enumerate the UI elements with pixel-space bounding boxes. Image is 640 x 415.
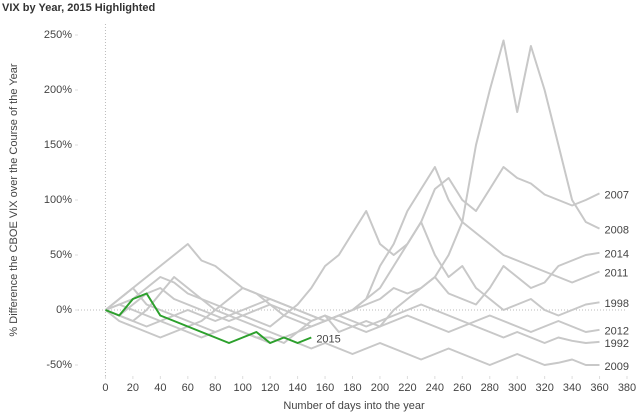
- series-line: [105, 303, 600, 344]
- series-label: 2009: [605, 361, 629, 373]
- x-tick-label: 160: [316, 382, 334, 394]
- x-tick-label: 40: [154, 382, 166, 394]
- x-tick-label: 180: [343, 382, 361, 394]
- series-line: [105, 166, 600, 328]
- x-tick-label: 300: [508, 382, 526, 394]
- x-tick-label: 360: [590, 382, 608, 394]
- y-tick-label: 200%: [44, 84, 72, 96]
- x-tick-label: 60: [182, 382, 194, 394]
- x-tick-label: 380: [618, 382, 636, 394]
- x-tick-label: 120: [261, 382, 279, 394]
- y-tick-label: 250%: [44, 29, 72, 41]
- series-label: 1998: [605, 298, 629, 310]
- series-label: 1992: [605, 338, 629, 350]
- x-tick-label: 80: [209, 382, 221, 394]
- series-label: 2014: [605, 249, 629, 261]
- series-label: 2012: [605, 326, 629, 338]
- chart-title: VIX by Year, 2015 Highlighted: [2, 2, 155, 14]
- series-label: 2011: [605, 267, 629, 279]
- x-tick-label: 220: [398, 382, 416, 394]
- x-tick-label: 260: [453, 382, 471, 394]
- x-tick-label: 100: [234, 382, 252, 394]
- x-tick-label: 340: [563, 382, 581, 394]
- y-tick-label: 100%: [44, 194, 72, 206]
- x-tick-label: 320: [535, 382, 553, 394]
- series-label: 2008: [605, 225, 629, 237]
- x-axis-label: Number of days into the year: [283, 400, 425, 412]
- series-line: [105, 221, 600, 328]
- y-tick-label: 50%: [50, 249, 72, 261]
- x-tick-label: 240: [426, 382, 444, 394]
- y-tick-label: 0%: [56, 304, 72, 316]
- series-label: 2007: [605, 189, 629, 201]
- y-tick-label: -50%: [46, 359, 72, 371]
- y-axis-label: % Difference the CBOE VIX over the Cours…: [8, 63, 20, 336]
- series-label: 2015: [316, 333, 340, 345]
- x-tick-label: 280: [481, 382, 499, 394]
- y-tick-label: 150%: [44, 139, 72, 151]
- x-tick-label: 0: [102, 382, 108, 394]
- x-tick-label: 200: [371, 382, 389, 394]
- x-tick-label: 140: [288, 382, 306, 394]
- series-line: [105, 166, 600, 328]
- x-tick-label: 20: [127, 382, 139, 394]
- series-line: [105, 292, 312, 344]
- series-line: [105, 276, 600, 366]
